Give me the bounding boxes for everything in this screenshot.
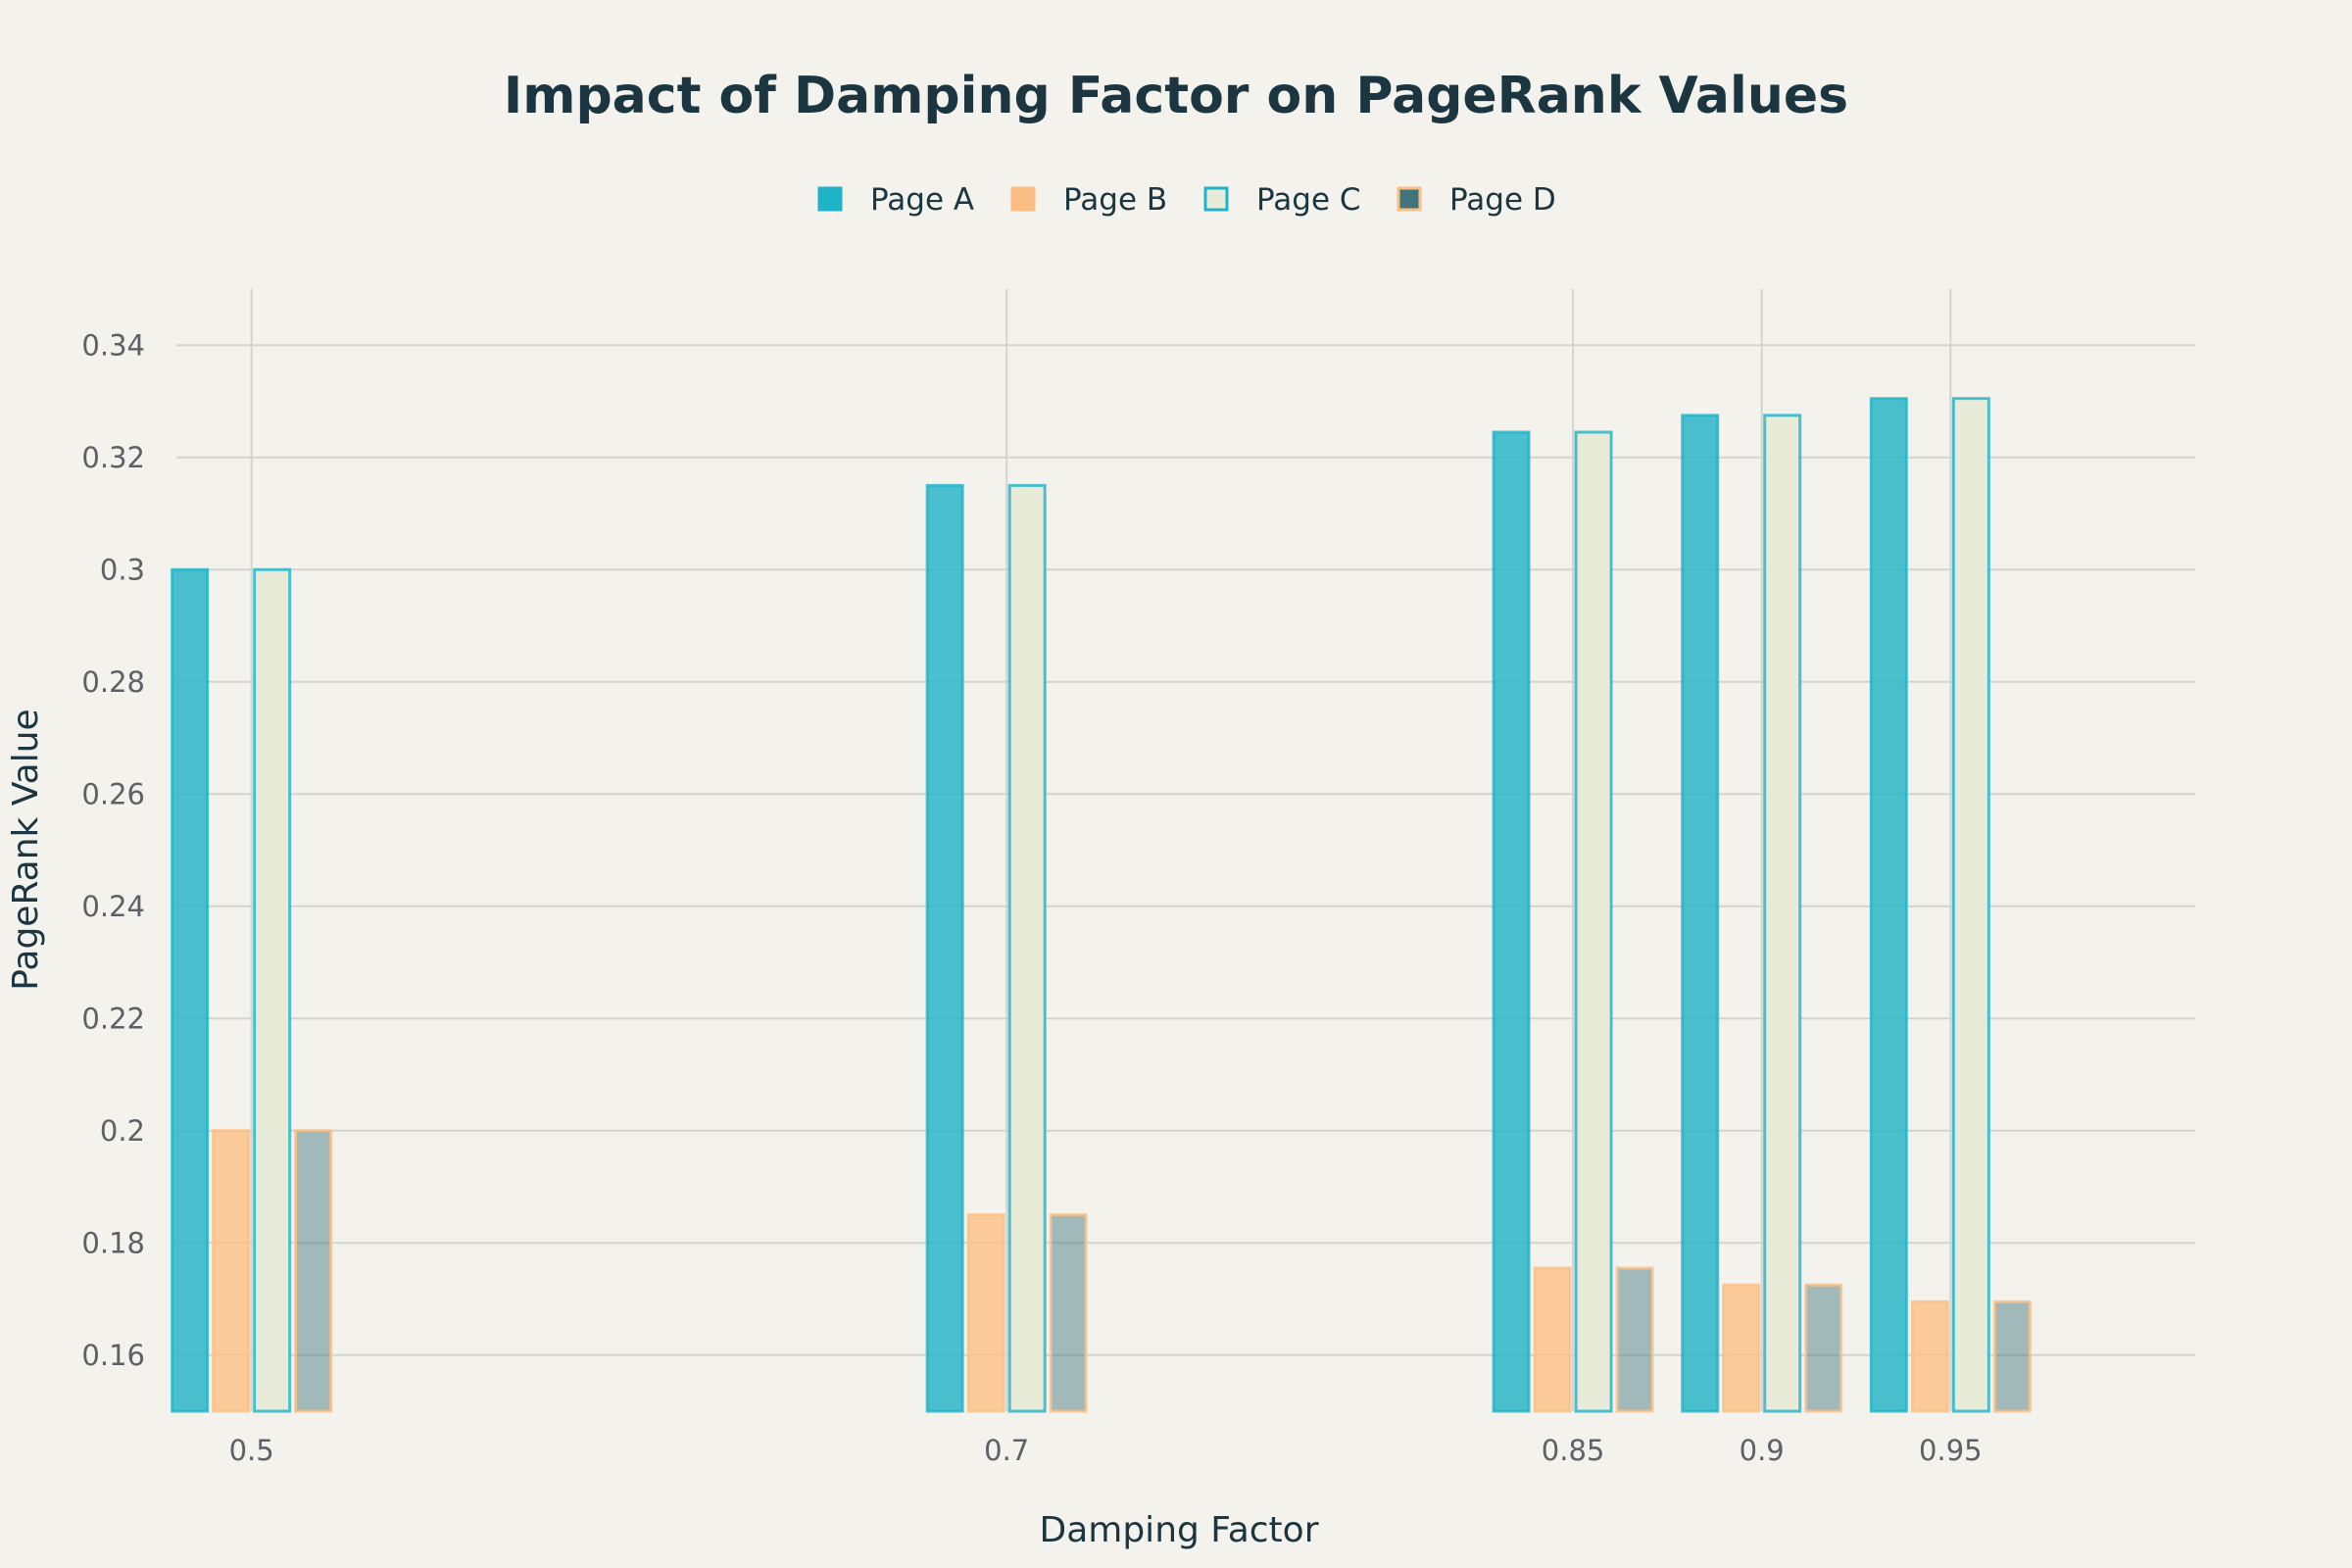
legend: Page A Page B Page C Page D — [817, 182, 1556, 218]
x-tick-label: 0.95 — [1919, 1434, 1983, 1467]
x-tick-label: 0.9 — [1740, 1434, 1785, 1467]
bar-page-a — [1492, 430, 1531, 1413]
legend-label: Page A — [870, 182, 974, 218]
legend-item: Page A — [817, 182, 974, 218]
legend-swatch — [1010, 186, 1036, 212]
y-tick-label: 0.34 — [81, 328, 145, 362]
y-tick-label: 0.24 — [81, 890, 145, 923]
legend-item: Page D — [1396, 182, 1556, 218]
bar-page-a — [171, 567, 210, 1413]
bar-page-b — [212, 1129, 251, 1413]
y-tick-label: 0.26 — [81, 777, 145, 810]
x-tick-label: 0.7 — [984, 1434, 1029, 1467]
bar-page-c — [1574, 430, 1613, 1413]
x-tick-labels: 0.5 0.7 0.85 0.9 0.95 — [229, 1434, 1983, 1467]
y-tick-labels: 0.16 0.18 0.2 0.22 0.24 0.26 0.28 0.3 0.32 0.34 — [81, 328, 145, 1372]
y-tick-label: 0.22 — [81, 1002, 145, 1035]
y-tick-label: 0.32 — [81, 441, 145, 474]
y-tick-label: 0.16 — [81, 1339, 145, 1372]
chart-title: Impact of Damping Factor on PageRank Val… — [504, 67, 1848, 125]
x-tick-label: 0.85 — [1542, 1434, 1605, 1467]
bar-page-c — [1007, 483, 1047, 1413]
bar-page-c — [1951, 397, 1990, 1413]
y-tick-label: 0.18 — [81, 1226, 145, 1259]
y-tick-label: 0.3 — [100, 553, 145, 586]
gridlines — [176, 289, 2195, 1411]
legend-label: Page B — [1063, 182, 1167, 218]
legend-item: Page C — [1203, 182, 1361, 218]
bar-page-d — [294, 1129, 333, 1413]
legend-item: Page B — [1010, 182, 1167, 218]
legend-swatch — [1396, 186, 1422, 212]
bar-page-c — [1763, 414, 1802, 1413]
bar-page-b — [1533, 1266, 1572, 1413]
y-axis-title: PageRank Value — [6, 709, 46, 990]
legend-swatch — [1203, 186, 1229, 212]
bar-page-b — [1910, 1299, 1949, 1413]
legend-label: Page D — [1449, 182, 1556, 218]
bar-page-a — [1681, 414, 1720, 1413]
bars — [171, 397, 2032, 1413]
legend-label: Page C — [1256, 182, 1361, 218]
bar-page-d — [1804, 1283, 1843, 1413]
y-tick-label: 0.2 — [100, 1114, 145, 1148]
bar-page-d — [1049, 1213, 1088, 1413]
bar-page-d — [1992, 1299, 2032, 1413]
bar-page-c — [253, 567, 292, 1413]
y-tick-label: 0.28 — [81, 665, 145, 699]
x-axis-title: Damping Factor — [1039, 1510, 1318, 1550]
bar-page-a — [925, 483, 964, 1413]
legend-swatch — [817, 186, 843, 212]
bar-page-a — [1869, 397, 1908, 1413]
bar-page-b — [1722, 1283, 1761, 1413]
bar-page-b — [966, 1213, 1005, 1413]
bar-page-d — [1615, 1266, 1654, 1413]
x-tick-label: 0.5 — [229, 1434, 274, 1467]
